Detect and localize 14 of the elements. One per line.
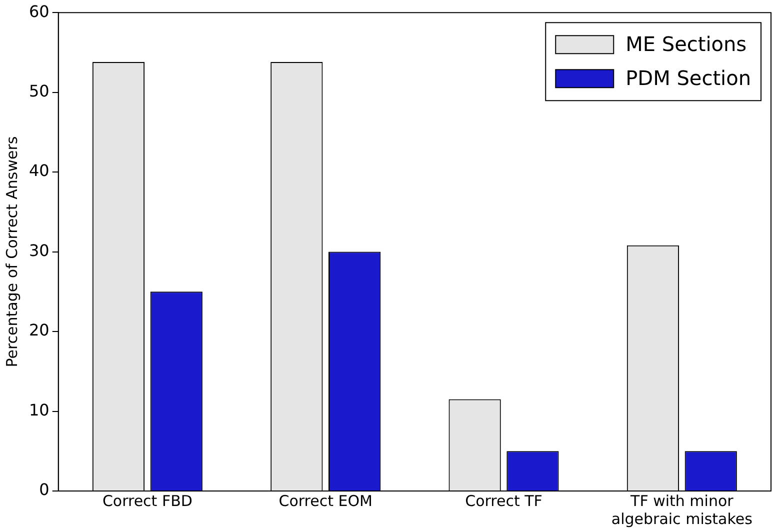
y-tick-label: 40 xyxy=(29,161,50,180)
x-tick-label: Correct TF xyxy=(465,492,542,510)
legend-label: PDM Section xyxy=(626,66,752,90)
x-tick-label: Correct EOM xyxy=(278,492,372,510)
y-tick-label: 50 xyxy=(29,81,50,100)
y-tick-label: 0 xyxy=(39,480,50,500)
y-tick-label: 30 xyxy=(29,240,50,260)
y-tick-label: 10 xyxy=(29,400,50,420)
legend-label: ME Sections xyxy=(626,32,747,56)
x-tick-label: Correct FBD xyxy=(102,492,192,510)
y-axis-title: Percentage of Correct Answers xyxy=(2,136,21,368)
y-tick-label: 20 xyxy=(29,320,50,340)
y-tick-label: 60 xyxy=(29,2,50,21)
x-tick-label: TF with minor algebraic mistakes xyxy=(611,492,753,528)
